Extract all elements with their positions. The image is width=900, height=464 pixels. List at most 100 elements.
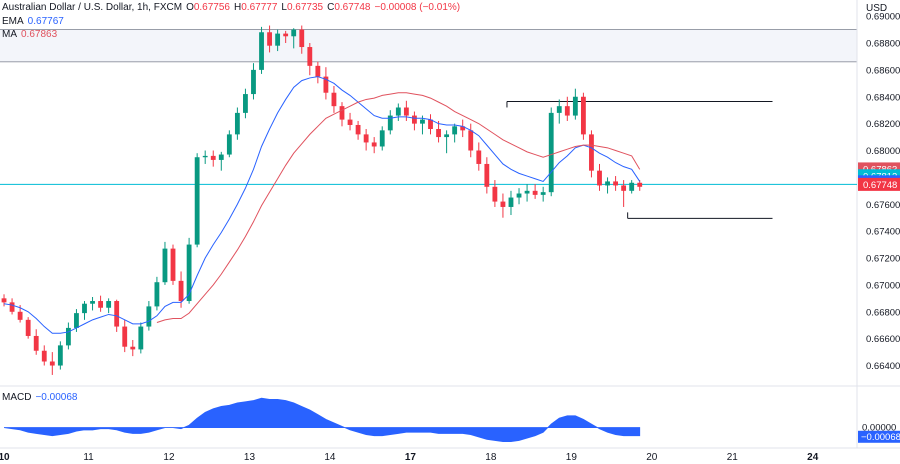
candle-body[interactable] <box>371 142 377 147</box>
candle-body[interactable] <box>283 33 289 37</box>
macd-value: −0.00068 <box>35 392 78 403</box>
candle-body[interactable] <box>516 193 522 198</box>
candle-body[interactable] <box>436 129 441 138</box>
candle-body[interactable] <box>267 32 272 46</box>
candle-body[interactable] <box>323 76 329 93</box>
candle-body[interactable] <box>41 350 47 362</box>
candle-body[interactable] <box>315 65 321 77</box>
candle-body[interactable] <box>524 190 530 194</box>
candle-body[interactable] <box>395 107 401 116</box>
candle-body[interactable] <box>98 301 104 308</box>
candle-body[interactable] <box>146 306 152 327</box>
candle-body[interactable] <box>210 155 216 160</box>
candle-body[interactable] <box>130 346 136 350</box>
candle-body[interactable] <box>387 115 393 131</box>
candle-body[interactable] <box>25 319 31 336</box>
candle-body[interactable] <box>492 186 498 202</box>
candle-body[interactable] <box>412 115 417 124</box>
candle-body[interactable] <box>234 112 240 135</box>
candle-body[interactable] <box>162 248 168 283</box>
candle-body[interactable] <box>1 298 7 303</box>
candle-body[interactable] <box>65 327 71 346</box>
ema-legend[interactable]: EMA 0.67767 <box>2 16 68 28</box>
price-tick-label: 0.67000 <box>866 280 900 291</box>
candle-body[interactable] <box>605 181 610 186</box>
candle-body[interactable] <box>339 106 345 120</box>
candle-body[interactable] <box>299 29 305 48</box>
candle-body[interactable] <box>363 134 369 143</box>
candle-body[interactable] <box>122 326 128 347</box>
symbol-title[interactable]: Australian Dollar / U.S. Dollar, 1h, FXC… <box>2 2 183 13</box>
candle-body[interactable] <box>33 335 39 351</box>
candle-body[interactable] <box>564 106 570 116</box>
macd-legend[interactable]: MACD −0.00068 <box>2 392 81 404</box>
candle-body[interactable] <box>226 134 232 155</box>
macd-tag <box>858 430 900 443</box>
candle-body[interactable] <box>572 96 578 116</box>
candle-body[interactable] <box>580 96 586 135</box>
candle-body[interactable] <box>178 280 184 302</box>
candle-body[interactable] <box>589 134 594 171</box>
candle-body[interactable] <box>556 106 562 113</box>
candle-body[interactable] <box>548 112 554 193</box>
candle-body[interactable] <box>468 130 474 151</box>
candle-body[interactable] <box>138 326 144 350</box>
candle-body[interactable] <box>194 157 200 245</box>
ema-line[interactable] <box>3 76 641 334</box>
close-value: 0.67748 <box>334 2 371 13</box>
candle-body[interactable] <box>186 244 192 302</box>
candle-body[interactable] <box>460 126 466 131</box>
candle-body[interactable] <box>331 92 337 107</box>
candle-body[interactable] <box>275 33 281 46</box>
candle-body[interactable] <box>508 197 514 207</box>
ma-legend[interactable]: MA 0.67863 <box>2 29 61 41</box>
candle-body[interactable] <box>444 134 450 138</box>
ema-label: EMA <box>2 16 24 27</box>
candle-body[interactable] <box>106 301 112 308</box>
candle-body[interactable] <box>243 94 248 113</box>
ma-label: MA <box>2 29 17 40</box>
candle-body[interactable] <box>484 163 490 187</box>
candle-body[interactable] <box>82 303 87 314</box>
time-tick-label: 21 <box>727 452 739 463</box>
candle-body[interactable] <box>355 124 361 135</box>
price-tag-label: 0.67748 <box>863 180 897 191</box>
candle-body[interactable] <box>403 107 409 116</box>
candle-body[interactable] <box>629 182 635 191</box>
candle-body[interactable] <box>540 192 546 195</box>
candle-body[interactable] <box>57 345 63 366</box>
candle-body[interactable] <box>420 119 425 124</box>
candle-body[interactable] <box>90 301 95 304</box>
candle-body[interactable] <box>114 301 120 327</box>
candle-body[interactable] <box>428 119 433 130</box>
candle-body[interactable] <box>251 69 256 95</box>
candle-body[interactable] <box>291 29 297 37</box>
candle-body[interactable] <box>202 155 208 158</box>
candle-body[interactable] <box>500 201 506 207</box>
currency-label: USD <box>866 3 888 14</box>
candle-body[interactable] <box>476 150 482 164</box>
candle-body[interactable] <box>621 185 627 191</box>
candle-body[interactable] <box>218 154 224 160</box>
candle-body[interactable] <box>637 182 643 187</box>
ma-line[interactable] <box>156 92 641 324</box>
candle-body[interactable] <box>9 302 15 312</box>
candle-body[interactable] <box>170 248 176 281</box>
time-tick-label: 19 <box>566 452 578 463</box>
candle-body[interactable] <box>74 313 79 328</box>
candle-body[interactable] <box>597 170 602 186</box>
candle-body[interactable] <box>259 32 264 70</box>
candle-body[interactable] <box>379 130 385 147</box>
price-tick-label: 0.68200 <box>866 119 900 130</box>
candle-body[interactable] <box>347 119 353 125</box>
candle-body[interactable] <box>154 282 160 307</box>
candle-body[interactable] <box>532 190 538 195</box>
candle-body[interactable] <box>17 311 23 320</box>
candle-body[interactable] <box>49 361 55 366</box>
candle-body[interactable] <box>452 126 458 135</box>
candle-body[interactable] <box>613 181 619 186</box>
ma-value: 0.67863 <box>21 29 58 40</box>
price-tick-label: 0.66800 <box>866 307 900 318</box>
candle-body[interactable] <box>307 47 313 66</box>
